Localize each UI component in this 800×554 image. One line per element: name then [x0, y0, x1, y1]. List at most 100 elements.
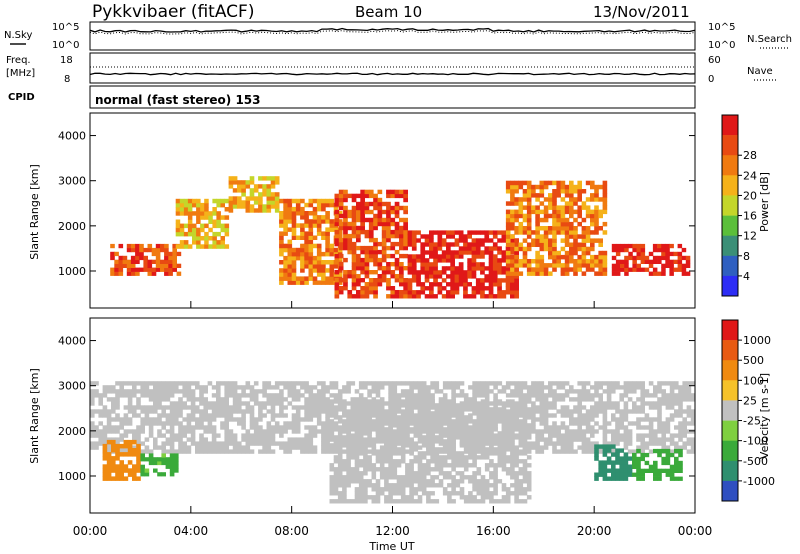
heatmap-cell [531, 445, 536, 450]
heatmap-cell [220, 215, 225, 220]
heatmap-cell [396, 487, 402, 492]
heatmap-cell [195, 409, 200, 414]
heatmap-cell [455, 381, 461, 386]
heatmap-cell [291, 260, 297, 265]
heatmap-cell [569, 184, 574, 190]
heatmap-cell [172, 263, 177, 268]
heatmap-cell [325, 268, 330, 273]
heatmap-cell [174, 433, 179, 438]
heatmap-cell [424, 286, 430, 291]
heatmap-cell [426, 393, 431, 398]
heatmap-cell [325, 243, 330, 249]
heatmap-cell [178, 409, 183, 414]
heatmap-cell [127, 389, 133, 394]
heatmap-cell [329, 223, 335, 228]
heatmap-cell [375, 491, 381, 496]
heatmap-cell [539, 381, 545, 386]
heatmap-cell [484, 495, 490, 500]
heatmap-cell [434, 403, 440, 408]
heatmap-cell [106, 445, 112, 450]
heatmap-cell [674, 381, 679, 386]
heatmap-cell [526, 407, 532, 412]
heatmap-cell [304, 441, 309, 446]
heatmap-cell [497, 479, 503, 484]
heatmap-cell [207, 417, 213, 422]
heatmap-cell [390, 262, 396, 267]
heatmap-cell [411, 262, 417, 267]
heatmap-cell [249, 409, 255, 414]
heatmap-cell [258, 449, 263, 454]
heatmap-cell [434, 459, 440, 464]
heatmap-cell [390, 241, 396, 247]
heatmap-cell [337, 475, 343, 480]
heatmap-cell [615, 381, 620, 386]
colorbar-segment [722, 195, 738, 216]
heatmap-cell [598, 472, 603, 477]
heatmap-cell [325, 421, 330, 426]
heatmap-cell [300, 441, 305, 446]
heatmap-cell [321, 235, 326, 240]
heatmap-cell [585, 259, 591, 264]
heatmap-cell [505, 495, 511, 500]
heatmap-cell [628, 255, 633, 261]
heatmap-cell [556, 381, 561, 386]
heatmap-cell [548, 201, 553, 206]
heatmap-cell [381, 274, 387, 279]
heatmap-cell [196, 198, 201, 204]
colorbar-label: 100 [743, 374, 764, 387]
heatmap-cell [329, 260, 335, 265]
heatmap-cell [241, 421, 246, 426]
heatmap-cell [111, 439, 116, 445]
heatmap-cell [127, 401, 133, 406]
heatmap-cell [505, 423, 511, 428]
heatmap-cell [430, 499, 435, 504]
heatmap-cell [458, 254, 464, 259]
heatmap-cell [321, 441, 326, 446]
heatmap-cell [388, 495, 393, 500]
heatmap-cell [564, 189, 570, 194]
heatmap-cell [620, 259, 625, 264]
heatmap-cell [624, 271, 629, 276]
heatmap-cell [140, 468, 145, 473]
heatmap-cell [274, 385, 280, 390]
heatmap-cell [249, 437, 255, 442]
heatmap-cell [569, 449, 574, 454]
heatmap-cell [212, 211, 217, 216]
heatmap-cell [429, 282, 434, 287]
heatmap-cell [569, 429, 574, 434]
heatmap-cell [480, 407, 486, 412]
colorbar-segment [722, 420, 738, 441]
heatmap-cell [295, 381, 301, 386]
heatmap-cell [411, 294, 417, 299]
heatmap-cell [543, 217, 549, 223]
heatmap-cell [518, 459, 524, 464]
heatmap-cell [416, 274, 421, 279]
heatmap-cell [556, 397, 561, 402]
heatmap-cell [179, 244, 185, 249]
nave-label: Nave [747, 66, 773, 77]
heatmap-cell [346, 401, 351, 406]
heatmap-cell [472, 463, 477, 468]
heatmap-cell [165, 429, 171, 434]
heatmap-cell [450, 266, 455, 271]
heatmap-cell [620, 263, 625, 268]
heatmap-cell [598, 254, 603, 260]
heatmap-cell [459, 491, 465, 496]
heatmap-cell [178, 421, 183, 426]
heatmap-cell [510, 184, 515, 190]
heatmap-cell [624, 263, 629, 268]
heatmap-cell [190, 405, 196, 410]
heatmap-cell [463, 290, 468, 295]
heatmap-cell [190, 381, 196, 386]
heatmap-cell [379, 415, 385, 420]
heatmap-cell [484, 411, 490, 416]
heatmap-cell [157, 401, 162, 406]
heatmap-cell [94, 445, 99, 450]
power-region-0 [110, 243, 182, 276]
heatmap-cell [325, 219, 330, 224]
heatmap-cell [232, 409, 238, 414]
heatmap-cell [420, 270, 426, 275]
heatmap-cell [388, 415, 393, 420]
heatmap-cell [371, 381, 377, 386]
heatmap-cell [484, 274, 490, 279]
